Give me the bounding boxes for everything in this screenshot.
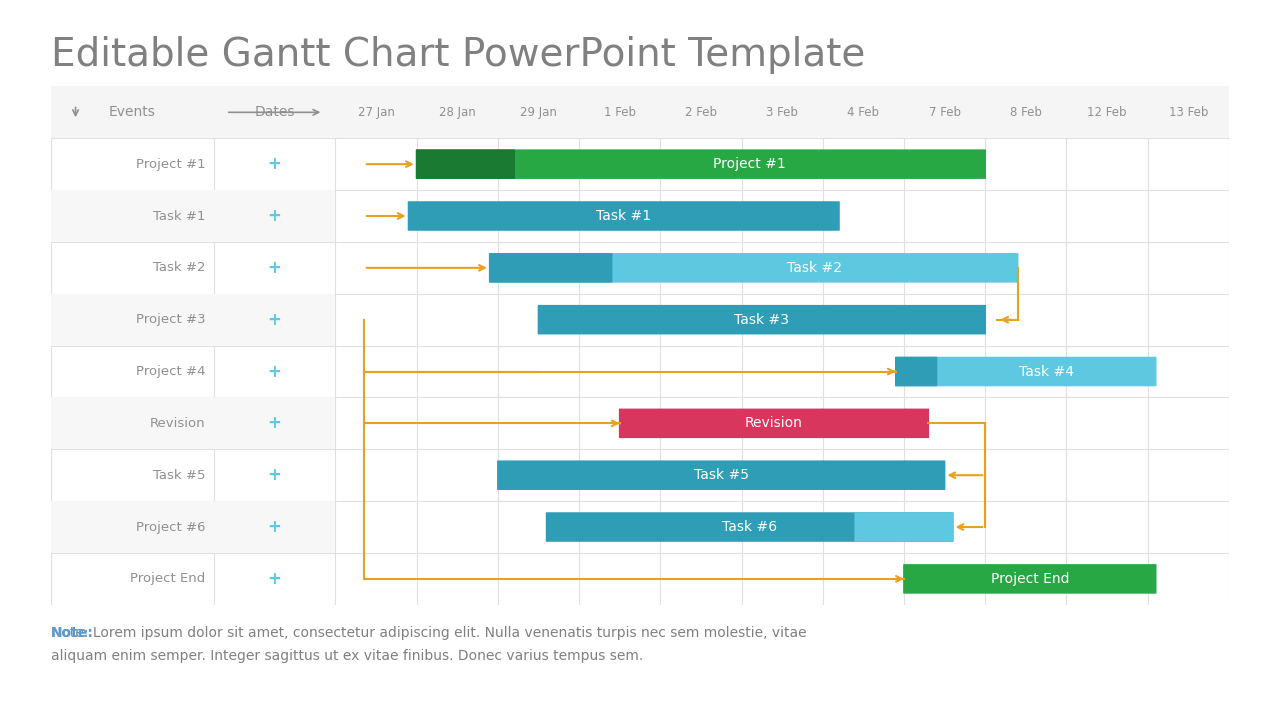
FancyBboxPatch shape [489,253,612,283]
Text: Note: Lorem ipsum dolor sit amet, consectetur adipiscing elit. Nulla venenatis t: Note: Lorem ipsum dolor sit amet, consec… [51,626,806,663]
FancyBboxPatch shape [408,201,840,231]
FancyBboxPatch shape [416,149,986,179]
Text: 8 Feb: 8 Feb [1010,106,1042,119]
Text: Project #6: Project #6 [136,521,206,534]
Text: 3 Feb: 3 Feb [767,106,797,119]
Text: Revision: Revision [745,416,803,431]
Text: Project #4: Project #4 [136,365,206,378]
Text: Project #1: Project #1 [713,157,786,171]
Text: +: + [268,467,282,484]
Bar [51,190,335,242]
Bar [51,501,335,553]
FancyBboxPatch shape [416,149,515,179]
FancyBboxPatch shape [497,460,946,490]
Text: Project #1: Project #1 [136,158,206,171]
Text: Project #3: Project #3 [136,313,206,326]
Text: +: + [268,207,282,225]
Text: +: + [268,155,282,173]
FancyBboxPatch shape [904,564,1157,594]
Text: Note:: Note: [51,626,93,640]
Bar [51,397,335,449]
FancyBboxPatch shape [489,253,1019,283]
Text: +: + [268,311,282,328]
Text: Revision: Revision [150,417,206,430]
Text: Project End: Project End [991,572,1069,586]
Text: 13 Feb: 13 Feb [1169,106,1208,119]
FancyBboxPatch shape [620,408,929,438]
Text: +: + [268,518,282,536]
Text: 2 Feb: 2 Feb [685,106,717,119]
Text: +: + [268,570,282,588]
Text: Task #1: Task #1 [596,209,652,223]
FancyBboxPatch shape [538,305,986,335]
Text: Task #6: Task #6 [722,520,777,534]
Text: Dates: Dates [255,105,294,120]
Text: 1 Feb: 1 Feb [604,106,636,119]
Text: 12 Feb: 12 Feb [1087,106,1126,119]
Text: 28 Jan: 28 Jan [439,106,476,119]
Text: Editable Gantt Chart PowerPoint Template: Editable Gantt Chart PowerPoint Template [51,36,865,74]
Text: 7 Feb: 7 Feb [928,106,960,119]
Text: Project End: Project End [131,572,206,585]
Text: Task #1: Task #1 [154,210,206,222]
Text: Task #4: Task #4 [1019,364,1074,379]
Text: Task #2: Task #2 [787,261,842,275]
Text: 29 Jan: 29 Jan [520,106,557,119]
Bar [51,86,1229,138]
Bar [51,294,335,346]
FancyBboxPatch shape [895,356,1157,387]
Text: 4 Feb: 4 Feb [847,106,879,119]
FancyBboxPatch shape [855,512,954,542]
Text: +: + [268,415,282,432]
Text: Task #5: Task #5 [154,469,206,482]
FancyBboxPatch shape [545,512,954,542]
Text: Task #2: Task #2 [154,261,206,274]
Text: +: + [268,258,282,276]
Text: +: + [268,362,282,380]
FancyBboxPatch shape [895,356,937,387]
Text: Events: Events [109,105,156,120]
Text: Task #3: Task #3 [735,312,790,327]
Text: Task #5: Task #5 [694,468,749,482]
Text: 27 Jan: 27 Jan [357,106,394,119]
